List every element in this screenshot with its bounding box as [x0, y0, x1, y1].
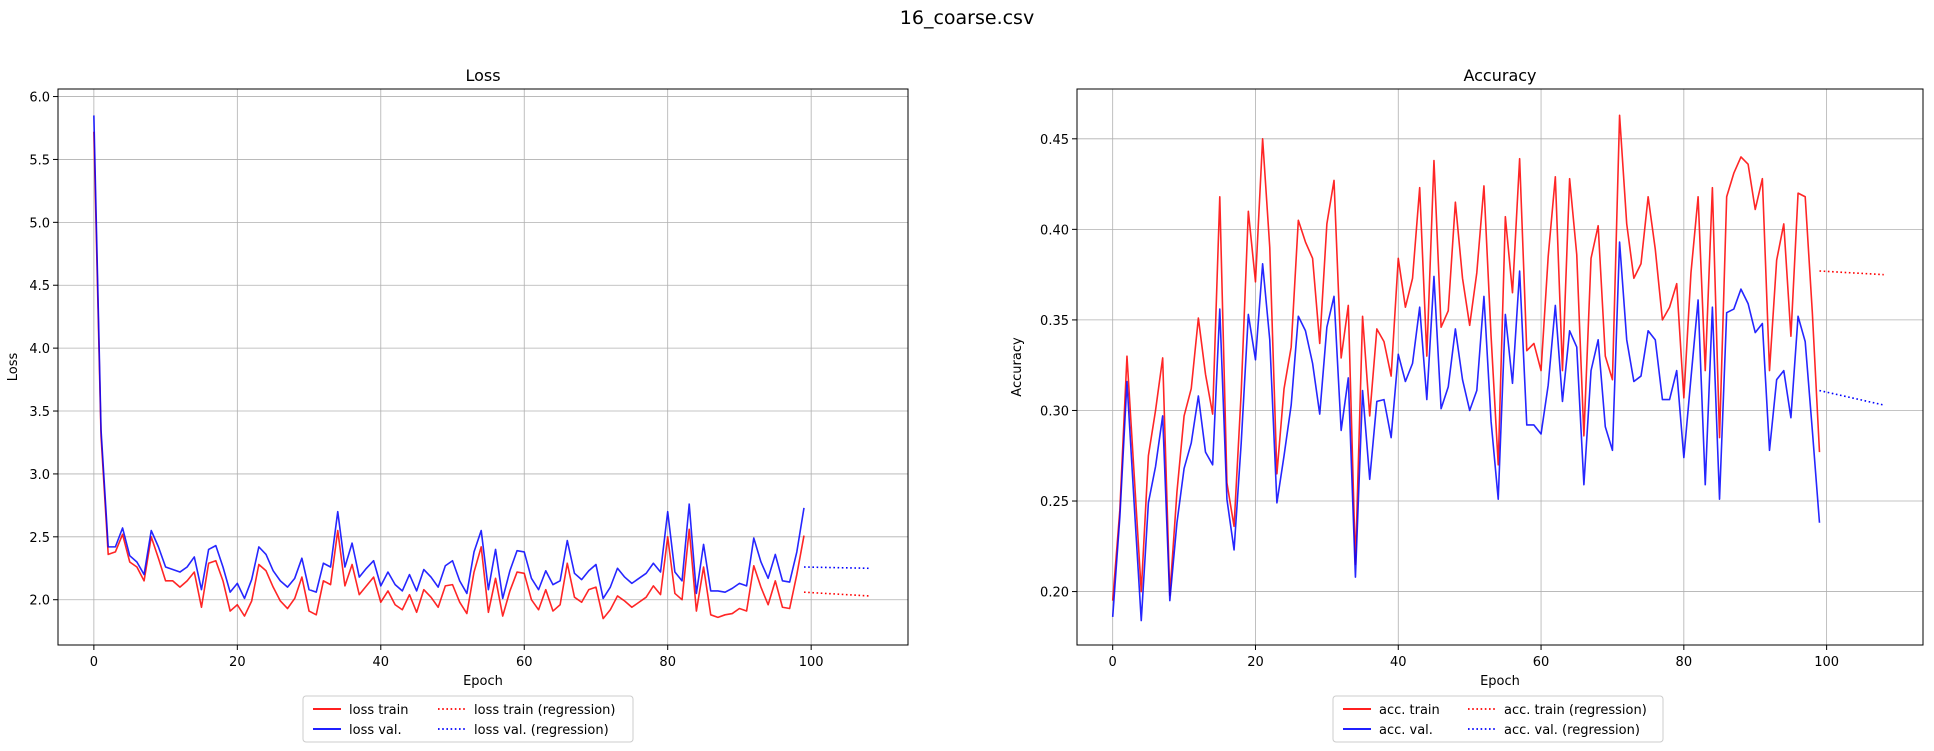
y-tick-label: 0.25 — [1040, 495, 1069, 510]
x-tick-label: 20 — [229, 655, 246, 670]
x-tick-label: 0 — [90, 655, 98, 670]
y-tick-label: 0.20 — [1040, 586, 1069, 601]
y-tick-label: 0.45 — [1040, 133, 1069, 148]
legend-label: loss val. — [349, 723, 402, 738]
series-line-acc-train — [1111, 114, 1821, 601]
x-tick-label: 80 — [1676, 655, 1693, 670]
y-tick-label: 0.30 — [1040, 404, 1069, 419]
x-tick-label: 60 — [516, 655, 533, 670]
loss-chart: 0 20 40 60 80 100 2.0 2.5 3.0 3.5 4.0 4.5 5.0 5.5 6.0 L… — [6, 66, 909, 743]
x-tick-label: 100 — [1814, 655, 1839, 670]
y-axis-label: Loss — [6, 353, 21, 382]
legend-label: acc. train (regression) — [1504, 703, 1647, 718]
y-tick-label: 2.0 — [29, 594, 50, 609]
x-axis-label: Epoch — [1480, 674, 1520, 689]
legend-label: loss val. (regression) — [474, 723, 609, 738]
series-line-loss-val — [93, 115, 805, 600]
y-tick-label: 3.5 — [29, 405, 50, 420]
x-tick-label: 40 — [1390, 655, 1407, 670]
y-tick-label: 0.35 — [1040, 314, 1069, 329]
chart-title: Accuracy — [1463, 66, 1536, 85]
series-line-acc-val — [1111, 241, 1821, 622]
series-line-loss-train-regression — [803, 591, 869, 597]
legend-box — [1332, 695, 1664, 743]
x-tick-label: 20 — [1247, 655, 1264, 670]
legend-label: acc. train — [1379, 703, 1440, 718]
plot-frame — [57, 88, 909, 646]
y-axis-label: Accuracy — [1010, 337, 1025, 397]
accuracy-chart: 0 20 40 60 80 100 0.20 0.25 0.30 0.35 0.40 0.45 Accu… — [1010, 66, 1924, 743]
legend-label: loss train — [349, 703, 409, 718]
y-tick-label: 5.5 — [29, 153, 50, 168]
plot-frame — [1076, 88, 1924, 646]
series-line-acc-val-regression — [1819, 389, 1884, 406]
y-tick-label: 2.5 — [29, 531, 50, 546]
y-tick-label: 5.0 — [29, 216, 50, 231]
series-line-acc-train-regression — [1819, 270, 1884, 276]
series-line-loss-val-regression — [803, 566, 869, 570]
x-tick-label: 60 — [1533, 655, 1550, 670]
legend-label: acc. val. — [1379, 723, 1433, 738]
y-tick-label: 6.0 — [29, 91, 50, 106]
x-tick-label: 40 — [373, 655, 390, 670]
legend-box — [302, 695, 634, 743]
y-tick-label: 4.0 — [29, 342, 50, 357]
series-line-loss-train — [93, 131, 805, 620]
legend-label: loss train (regression) — [474, 703, 616, 718]
x-axis-label: Epoch — [463, 674, 503, 689]
x-tick-label: 100 — [799, 655, 824, 670]
y-tick-label: 0.40 — [1040, 223, 1069, 238]
chart-title: Loss — [465, 66, 500, 85]
legend-label: acc. val. (regression) — [1504, 723, 1640, 738]
y-tick-label: 4.5 — [29, 279, 50, 294]
x-tick-label: 0 — [1109, 655, 1117, 670]
y-tick-label: 3.0 — [29, 468, 50, 483]
figure-title: 16_coarse.csv — [900, 7, 1034, 29]
x-tick-label: 80 — [659, 655, 676, 670]
